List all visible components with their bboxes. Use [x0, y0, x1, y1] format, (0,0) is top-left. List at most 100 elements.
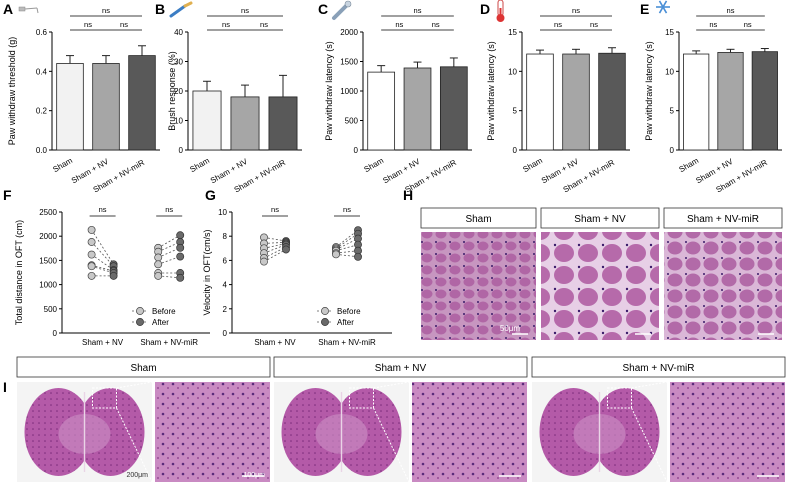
zoom-box — [92, 387, 117, 409]
y-axis-label: Brush response (%) — [167, 51, 177, 131]
significance-label: ns — [84, 20, 92, 29]
after-point — [176, 243, 185, 252]
von-frey-filament-icon — [18, 6, 39, 14]
panel-letter: H — [403, 187, 413, 203]
bar — [268, 96, 298, 151]
y-axis-label: Paw withdraw latency (s) — [324, 41, 334, 141]
bar — [367, 71, 396, 151]
panel-letter: B — [155, 1, 165, 17]
significance-label: ns — [165, 205, 173, 214]
header-label: Sham + NV — [375, 363, 427, 374]
y-tick-label: 5 — [513, 107, 518, 116]
zoom-line — [116, 381, 153, 389]
y-tick-label: 10 — [665, 67, 674, 76]
y-axis-label: Paw withdraw threshold (g) — [7, 37, 17, 146]
y-tick-label: 0 — [354, 146, 359, 155]
significance-label: ns — [120, 20, 128, 29]
x-tick-label: Sham — [188, 156, 211, 174]
pair-line — [91, 241, 114, 267]
y-tick-label: 1000 — [39, 281, 57, 290]
panel-i: I Sham Sham + NV Sham + NV-miR 200μm 100μm — [3, 356, 786, 483]
legend-after-marker — [136, 318, 144, 326]
panel-letter: F — [3, 187, 12, 203]
after-point — [282, 245, 290, 254]
y-tick-label: 8 — [223, 232, 228, 241]
y-tick-label: 15 — [665, 28, 674, 37]
zoom-box — [607, 387, 632, 409]
header-box — [16, 356, 271, 378]
y-axis-label: Paw withdraw latency (s) — [644, 41, 654, 141]
y-tick-label: 15 — [508, 28, 517, 37]
before-point — [87, 250, 96, 259]
header-box — [273, 356, 528, 378]
panel-g: G 0 2 4 6 8 10 Velocity in OFT(cm/s) ns Sham + NV… — [202, 187, 392, 347]
significance-label: ns — [241, 6, 249, 15]
x-tick-label: Sham — [51, 156, 74, 174]
histology-image — [541, 232, 659, 340]
bar — [92, 63, 120, 151]
pair-line — [91, 229, 114, 265]
before-point — [87, 225, 96, 234]
scale-label: 50μm — [500, 324, 521, 333]
before-point — [332, 250, 340, 259]
snowflake-icon — [656, 0, 670, 14]
zoom-line — [631, 407, 668, 483]
y-tick-label: 6 — [223, 256, 228, 265]
zoom-line — [116, 407, 153, 483]
bar — [562, 53, 590, 151]
header-box — [420, 207, 537, 229]
y-tick-label: 500 — [44, 305, 58, 314]
y-tick-label: 0.0 — [36, 146, 48, 155]
bar — [717, 52, 744, 151]
bar — [403, 67, 432, 151]
y-tick-label: 0.6 — [36, 28, 48, 37]
y-axis-label: Paw withdraw latency (s) — [486, 41, 496, 141]
histology-image — [664, 232, 782, 340]
x-tick-label: Sham — [521, 156, 544, 174]
significance-label: ns — [102, 6, 110, 15]
significance-label: ns — [222, 20, 230, 29]
y-axis-label: Velocity in OFT(cm/s) — [202, 229, 212, 315]
y-tick-label: 2500 — [39, 208, 57, 217]
before-point — [260, 257, 268, 266]
header-box — [531, 356, 786, 378]
x-tick-label: Sham + NV — [82, 338, 124, 347]
header-label: Sham + NV-miR — [623, 363, 695, 374]
y-tick-label: 0 — [670, 146, 675, 155]
pair-line — [158, 241, 181, 253]
zoom-line — [373, 381, 410, 389]
panel-a: A 0.0 0.2 0.4 0.6 Paw withdraw threshold (g) S… — [3, 1, 160, 195]
bar — [526, 53, 554, 151]
x-tick-label: Sham + NV — [254, 338, 296, 347]
y-tick-label: 0 — [223, 329, 228, 338]
header-label: Sham — [465, 214, 491, 225]
legend-after-marker — [321, 318, 329, 326]
significance-label: ns — [271, 205, 279, 214]
significance-label: ns — [727, 6, 735, 15]
bar — [751, 51, 778, 151]
significance-label: ns — [709, 20, 717, 29]
brush-icon — [169, 1, 193, 18]
after-point — [109, 271, 118, 280]
histology-image — [421, 232, 536, 340]
significance-label: ns — [744, 20, 752, 29]
before-point — [87, 271, 96, 280]
significance-label: ns — [590, 20, 598, 29]
x-tick-label: Sham + NV-miR — [318, 338, 376, 347]
before-point — [87, 238, 96, 246]
significance-label: ns — [572, 6, 580, 15]
x-tick-label: Sham — [678, 156, 701, 174]
panel-letter: G — [205, 187, 216, 203]
x-tick-label: Sham + NV-miR — [140, 338, 198, 347]
bar — [683, 53, 710, 151]
y-tick-label: 500 — [345, 117, 359, 126]
header-label: Sham — [130, 363, 156, 374]
cord-left-half — [539, 388, 608, 476]
thermometer-icon — [496, 0, 505, 22]
before-point — [87, 262, 96, 271]
bar — [128, 55, 156, 151]
bar — [598, 52, 626, 151]
header-box — [540, 207, 660, 229]
zoom-line — [631, 381, 668, 389]
